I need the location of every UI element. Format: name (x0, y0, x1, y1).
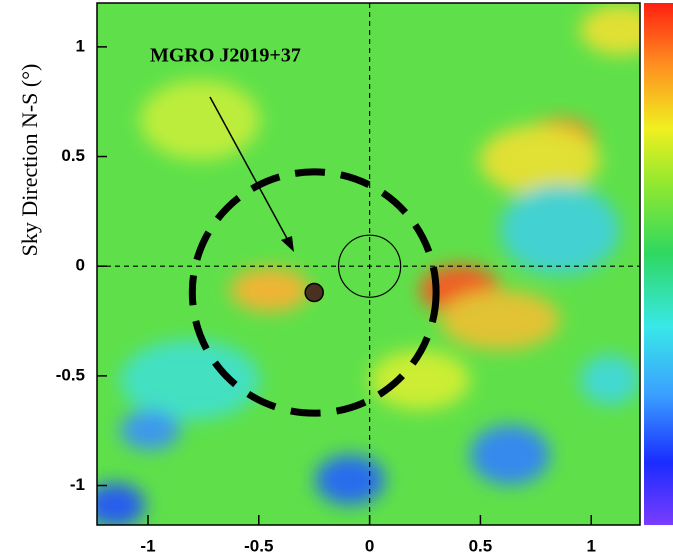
x-tick-label: 0 (365, 536, 374, 555)
heatmap (97, 3, 640, 525)
source-position (304, 282, 324, 303)
y-tick-label: -1 (70, 475, 85, 494)
x-tick-label: -0.5 (244, 536, 273, 555)
x-tick-label: -1 (140, 536, 155, 555)
plot-frame (96, 2, 641, 526)
y-tick-label: 1 (76, 36, 85, 55)
y-tick-label: -0.5 (56, 365, 85, 384)
extent-circle (188, 168, 440, 417)
color-bar (644, 3, 673, 525)
arrow-head (281, 236, 294, 252)
x-tick-label: 0.5 (469, 536, 493, 555)
arrow (209, 96, 291, 245)
x-tick-label: 1 (587, 536, 596, 555)
y-tick-label: 0 (76, 256, 85, 275)
psf-circle (337, 234, 402, 298)
y-tick-label: 0.5 (61, 146, 85, 165)
y-axis-label: Sky Direction N-S (°) (17, 64, 42, 257)
annotation: MGRO J2019+37 (150, 45, 301, 67)
